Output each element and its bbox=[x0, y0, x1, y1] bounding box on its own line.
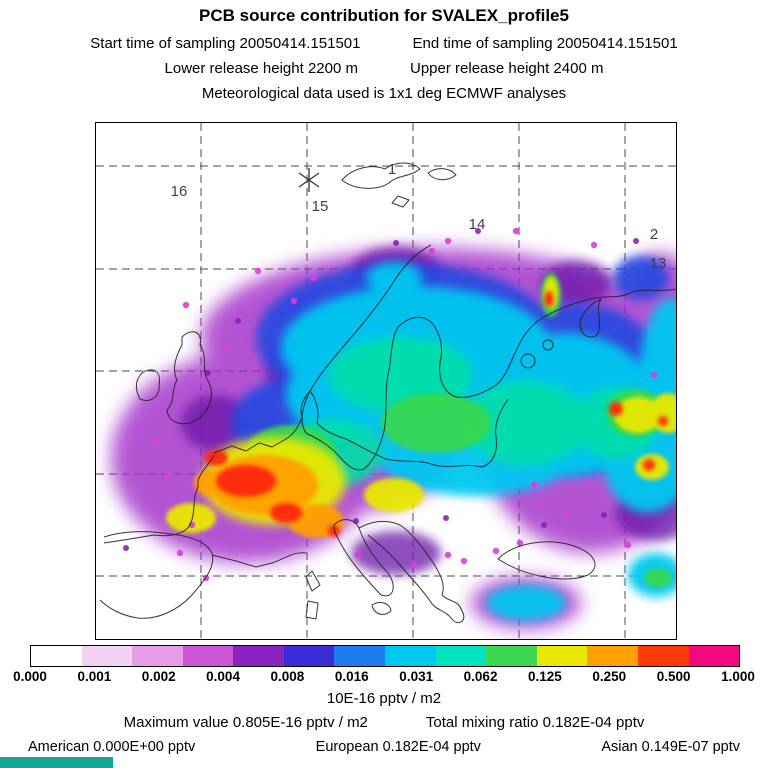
colorbar-tick-label: 0.002 bbox=[141, 669, 176, 684]
colorbar-segment bbox=[688, 646, 740, 666]
colorbar-segment bbox=[536, 646, 588, 666]
end-time-text: End time of sampling 20050414.151501 bbox=[412, 35, 678, 52]
american-contribution-text: American 0.000E+00 pptv bbox=[28, 739, 196, 755]
colorbar-tick-label: 0.008 bbox=[270, 669, 305, 684]
colorbar-segment bbox=[283, 646, 335, 666]
sampling-times-line: Start time of sampling 20050414.151501 E… bbox=[0, 35, 768, 52]
region-label-1: 1 bbox=[388, 161, 396, 178]
colorbar-tick-label: 0.031 bbox=[399, 669, 434, 684]
summary-stats-line: Maximum value 0.805E-16 pptv / m2 Total … bbox=[0, 714, 768, 731]
colorbar-segment bbox=[233, 646, 284, 666]
colorbar-unit-label: 10E-16 pptv / m2 bbox=[326, 690, 442, 707]
colorbar-segment bbox=[132, 646, 183, 666]
colorbar-segment bbox=[81, 646, 133, 666]
footer-accent-bar bbox=[0, 757, 113, 768]
start-time-text: Start time of sampling 20050414.151501 bbox=[90, 35, 361, 52]
asterisk-marker-icon bbox=[298, 168, 320, 192]
plot-title: PCB source contribution for SVALEX_profi… bbox=[199, 6, 569, 25]
coastlines bbox=[99, 162, 676, 624]
colorbar-tick-label: 1.000 bbox=[721, 669, 755, 684]
colorbar-segment bbox=[334, 646, 386, 666]
europe-map: 16 15 1 14 2 13 bbox=[95, 122, 677, 640]
colorbar-segment bbox=[637, 646, 689, 666]
colorbar-tick-label: 0.016 bbox=[334, 669, 369, 684]
colorbar-segment bbox=[435, 646, 487, 666]
total-mixing-ratio-text: Total mixing ratio 0.182E-04 pptv bbox=[425, 714, 645, 731]
colorbar bbox=[30, 645, 740, 667]
region-label-13: 13 bbox=[650, 255, 667, 272]
concentration-field bbox=[111, 247, 676, 629]
colorbar-tick-label: 0.000 bbox=[13, 669, 47, 684]
header: PCB source contribution for SVALEX_profi… bbox=[0, 6, 768, 110]
concentration-speckles bbox=[123, 227, 658, 582]
region-contributions-line: American 0.000E+00 pptv European 0.182E-… bbox=[0, 739, 768, 755]
region-label-16: 16 bbox=[171, 183, 188, 200]
met-data-text: Meteorological data used is 1x1 deg ECMW… bbox=[201, 85, 567, 102]
colorbar-tick-label: 0.250 bbox=[592, 669, 627, 684]
colorbar-segment bbox=[486, 646, 537, 666]
colorbar-tick-label: 0.001 bbox=[77, 669, 112, 684]
release-heights-line: Lower release height 2200 m Upper releas… bbox=[0, 60, 768, 77]
region-label-14: 14 bbox=[469, 216, 486, 233]
colorbar-segment bbox=[182, 646, 234, 666]
asian-contribution-text: Asian 0.149E-07 pptv bbox=[601, 739, 740, 755]
colorbar-tick-labels: 0.000 0.001 0.002 0.004 0.008 0.016 0.03… bbox=[13, 669, 755, 685]
upper-release-text: Upper release height 2400 m bbox=[410, 60, 604, 77]
colorbar-tick-label: 0.062 bbox=[463, 669, 498, 684]
colorbar-segment bbox=[587, 646, 638, 666]
colorbar-segment bbox=[385, 646, 436, 666]
region-label-2: 2 bbox=[650, 226, 658, 243]
colorbar-tick-label: 0.004 bbox=[206, 669, 240, 684]
region-label-15: 15 bbox=[312, 198, 329, 215]
colorbar-tick-label: 0.125 bbox=[528, 669, 562, 684]
colorbar-tick-label: 0.500 bbox=[656, 669, 691, 684]
map-canvas: 16 15 1 14 2 13 bbox=[96, 123, 676, 639]
maximum-value-text: Maximum value 0.805E-16 pptv / m2 bbox=[123, 714, 368, 731]
colorbar-segment bbox=[31, 646, 82, 666]
lower-release-text: Lower release height 2200 m bbox=[164, 60, 358, 77]
source-region-labels: 16 15 1 14 2 13 bbox=[171, 161, 667, 272]
european-contribution-text: European 0.182E-04 pptv bbox=[315, 739, 481, 755]
